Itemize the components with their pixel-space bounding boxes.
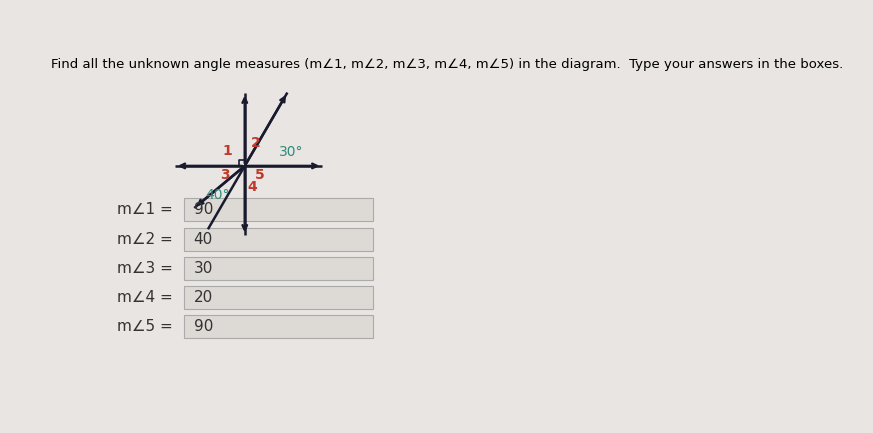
Text: m∠1 =: m∠1 = xyxy=(117,202,177,217)
Text: 1: 1 xyxy=(223,143,232,158)
Text: 40: 40 xyxy=(194,232,213,246)
FancyBboxPatch shape xyxy=(184,286,373,309)
Text: 4: 4 xyxy=(248,181,258,194)
Text: 40°: 40° xyxy=(205,188,230,202)
Text: 30°: 30° xyxy=(279,145,304,159)
Text: Find all the unknown angle measures (m∠1, m∠2, m∠3, m∠4, m∠5) in the diagram.  T: Find all the unknown angle measures (m∠1… xyxy=(51,58,843,71)
Text: m∠2 =: m∠2 = xyxy=(117,232,177,246)
Text: 30: 30 xyxy=(194,261,213,276)
Text: 90: 90 xyxy=(194,202,213,217)
Text: m∠4 =: m∠4 = xyxy=(117,290,177,305)
Text: 5: 5 xyxy=(256,168,265,182)
Text: 20: 20 xyxy=(194,290,213,305)
Text: 2: 2 xyxy=(251,136,260,150)
Text: m∠3 =: m∠3 = xyxy=(117,261,177,276)
Text: 90: 90 xyxy=(194,320,213,334)
FancyBboxPatch shape xyxy=(184,315,373,339)
FancyBboxPatch shape xyxy=(184,227,373,251)
FancyBboxPatch shape xyxy=(184,257,373,280)
Text: 3: 3 xyxy=(221,168,230,182)
Text: m∠5 =: m∠5 = xyxy=(117,320,177,334)
FancyBboxPatch shape xyxy=(184,198,373,221)
